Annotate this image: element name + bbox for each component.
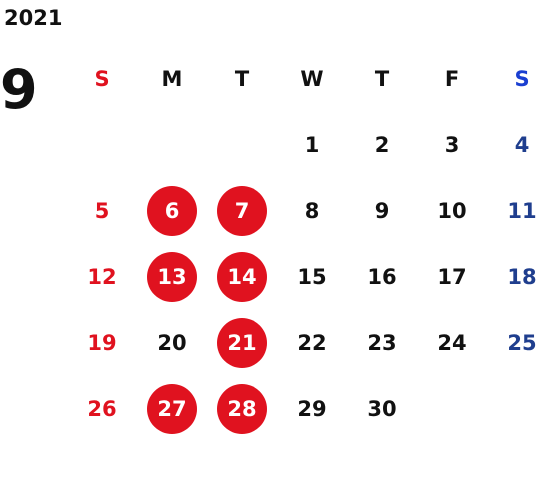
calendar-grid: S M T W T F S 1 2 3 4 5 6 7 8 9 10 11 12 13 14 15 16 17 18 19 20 21… [67, 46, 548, 442]
weekday-header-mon: M [161, 67, 183, 91]
day-cell: 18 [487, 244, 548, 310]
day-cell: 13 [137, 244, 207, 310]
day-cell: 7 [207, 178, 277, 244]
highlighted-day-27: 27 [147, 384, 197, 434]
year-label: 2021 [4, 6, 63, 30]
highlighted-day-13: 13 [147, 252, 197, 302]
day-22: 22 [297, 331, 327, 355]
day-26: 26 [87, 397, 117, 421]
highlighted-day-7: 7 [217, 186, 267, 236]
day-30: 30 [367, 397, 397, 421]
day-18: 18 [507, 265, 537, 289]
day-cell: 24 [417, 310, 487, 376]
day-cell: 16 [347, 244, 417, 310]
weekday-header-tue: T [234, 67, 250, 91]
day-cell: 3 [417, 112, 487, 178]
day-24: 24 [437, 331, 467, 355]
weekday-header-sat: S [514, 67, 530, 91]
day-cell: 23 [347, 310, 417, 376]
day-cell: 1 [277, 112, 347, 178]
highlighted-day-14: 14 [217, 252, 267, 302]
day-2: 2 [374, 133, 390, 157]
day-cell: 4 [487, 112, 548, 178]
day-cell: 17 [417, 244, 487, 310]
day-29: 29 [297, 397, 327, 421]
day-23: 23 [367, 331, 397, 355]
day-cell: 9 [347, 178, 417, 244]
day-cell: 20 [137, 310, 207, 376]
day-cell: 8 [277, 178, 347, 244]
day-cell: 19 [67, 310, 137, 376]
day-5: 5 [94, 199, 110, 223]
day-20: 20 [157, 331, 187, 355]
weekday-header-thu: T [374, 67, 390, 91]
empty-cell [137, 112, 207, 178]
day-cell: 14 [207, 244, 277, 310]
day-cell: 29 [277, 376, 347, 442]
highlighted-day-21: 21 [217, 318, 267, 368]
day-10: 10 [437, 199, 467, 223]
day-cell: 25 [487, 310, 548, 376]
day-8: 8 [304, 199, 320, 223]
day-cell: 30 [347, 376, 417, 442]
day-cell: 27 [137, 376, 207, 442]
day-cell: 2 [347, 112, 417, 178]
day-19: 19 [87, 331, 117, 355]
day-1: 1 [304, 133, 320, 157]
day-16: 16 [367, 265, 397, 289]
day-cell: 22 [277, 310, 347, 376]
highlighted-day-6: 6 [147, 186, 197, 236]
month-number: 9 [0, 58, 38, 121]
weekday-header-wed: W [300, 67, 324, 91]
day-cell: 26 [67, 376, 137, 442]
day-cell: 12 [67, 244, 137, 310]
day-cell: 28 [207, 376, 277, 442]
highlighted-day-28: 28 [217, 384, 267, 434]
empty-cell [207, 112, 277, 178]
weekday-header-fri: F [444, 67, 460, 91]
day-25: 25 [507, 331, 537, 355]
day-3: 3 [444, 133, 460, 157]
day-cell: 6 [137, 178, 207, 244]
day-cell: 5 [67, 178, 137, 244]
day-4: 4 [514, 133, 530, 157]
day-cell: 15 [277, 244, 347, 310]
weekday-header-sun: S [94, 67, 110, 91]
day-12: 12 [87, 265, 117, 289]
day-11: 11 [507, 199, 537, 223]
day-15: 15 [297, 265, 327, 289]
day-9: 9 [374, 199, 390, 223]
day-cell: 11 [487, 178, 548, 244]
day-cell: 10 [417, 178, 487, 244]
day-17: 17 [437, 265, 467, 289]
empty-cell [67, 112, 137, 178]
day-cell: 21 [207, 310, 277, 376]
